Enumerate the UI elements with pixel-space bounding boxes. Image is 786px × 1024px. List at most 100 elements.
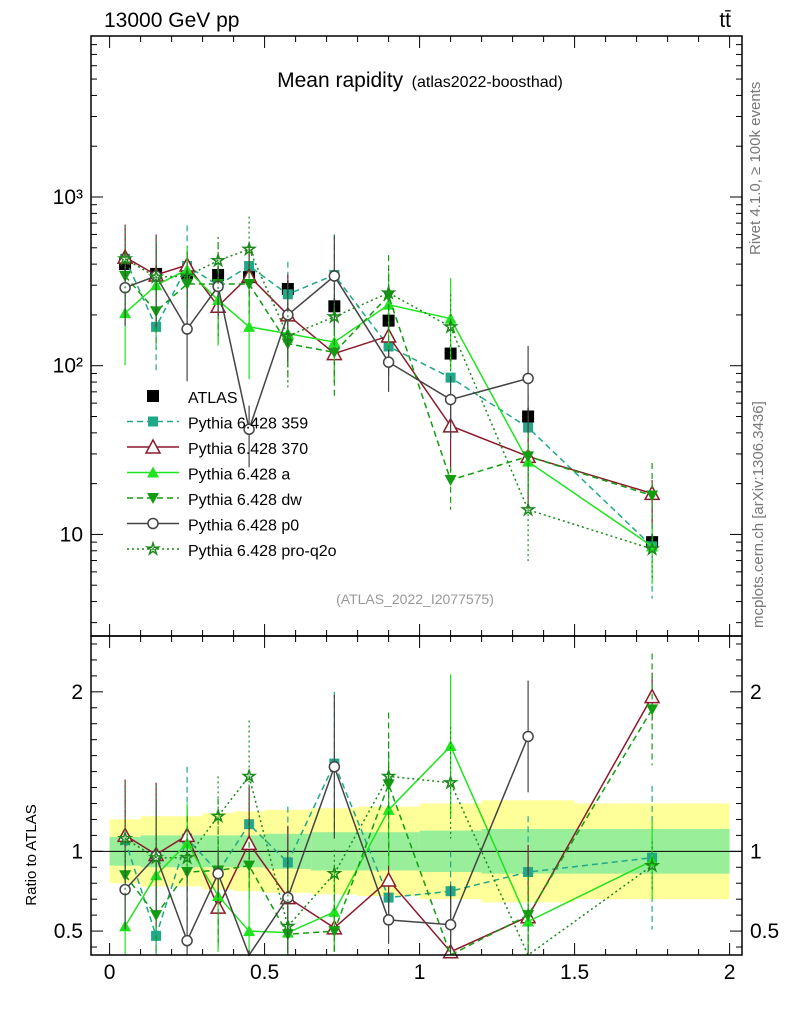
data-point — [148, 268, 165, 285]
header-right: tt̄ — [719, 9, 731, 32]
legend-label: Pythia 6.428 359 — [188, 416, 308, 433]
legend-marker — [147, 390, 159, 402]
watermark: (ATLAS_2022_I2077575) — [336, 591, 494, 607]
legend-entry: ATLAS — [147, 390, 238, 407]
mcplots-label: mcplots.cern.ch [arXiv:1306.3436] — [750, 401, 767, 628]
main-panel: 10 10² 10³ — [53, 35, 742, 624]
ratio-frame — [90, 635, 743, 956]
data-point — [241, 240, 258, 257]
chart-subtitle: (atlas2022-boosthad) — [412, 74, 563, 91]
data-point — [212, 280, 224, 293]
legend-entry: Pythia 6.428 pro-q2o — [127, 540, 337, 560]
y-tick-label: 10³ — [53, 186, 83, 209]
data-point — [382, 356, 395, 368]
data-point — [328, 270, 341, 282]
data-point — [243, 279, 256, 291]
data-point — [522, 372, 534, 385]
data-point — [243, 423, 255, 436]
ratio-point — [442, 774, 459, 790]
rivet-label: Rivet 4.1.0, ≥ 100k events — [747, 82, 764, 255]
data-point — [117, 250, 134, 266]
ratio-tick-label: 1 — [71, 840, 83, 863]
ratio-point — [181, 837, 194, 849]
ratio-tick-label: 0.5 — [54, 920, 83, 943]
series-line — [124, 274, 529, 433]
legend-label: Pythia 6.428 pro-q2o — [188, 543, 337, 560]
ratio-point — [210, 807, 227, 824]
chart-title-main: Mean rapidity — [277, 69, 404, 92]
data-point — [179, 267, 196, 283]
series-pythia-6-428-pro-q2o — [117, 216, 661, 957]
header-left: 13000 GeV pp — [104, 9, 239, 32]
ratio-point — [380, 871, 397, 887]
data-point — [644, 540, 661, 556]
ratio-point — [328, 905, 341, 917]
data-point — [380, 284, 397, 300]
data-point — [328, 347, 341, 359]
data-point — [444, 475, 457, 487]
ratio-point — [282, 891, 294, 904]
ratio-point — [328, 926, 341, 938]
ratio-point — [243, 925, 256, 937]
y-tick-label: 10² — [53, 355, 83, 378]
ratio-point — [241, 767, 258, 784]
ratio-point — [243, 860, 256, 872]
ratio-panel: 0.5 0.5 1 1 2 2 0 0.5 1 1.5 2 — [54, 36, 779, 984]
data-point — [210, 252, 227, 268]
legend-label: Pythia 6.428 p0 — [188, 518, 299, 535]
data-point — [646, 490, 659, 502]
legend: ATLAS Pythia 6.428 359 Pythia 6.428 370 Pyt… — [127, 390, 337, 560]
ratio-point — [382, 914, 395, 926]
ratio-point — [380, 767, 397, 784]
ratio-point — [181, 934, 193, 947]
data-point — [444, 312, 457, 324]
data-point — [243, 320, 256, 332]
ratio-point — [179, 849, 196, 865]
legend-marker — [147, 517, 159, 530]
frames — [90, 35, 743, 956]
ratio-point — [326, 865, 343, 881]
ratio-tick-label-right: 2 — [750, 681, 762, 704]
legend-entry: Pythia 6.428 p0 — [127, 518, 299, 535]
data-point — [442, 318, 459, 334]
ratio-line — [124, 736, 529, 957]
legend-entry: Pythia 6.428 a — [127, 466, 290, 484]
ratio-point — [382, 803, 395, 815]
ratio-point — [444, 918, 457, 931]
x-tick-label: 0.5 — [250, 961, 279, 984]
x-tick-label: 2 — [724, 961, 736, 984]
x-tick-label: 0 — [104, 961, 116, 984]
ratio-line — [124, 774, 653, 957]
series-line — [124, 248, 653, 550]
ratio-point — [279, 917, 296, 934]
uncertainty-bands — [91, 800, 742, 903]
ratio-line — [124, 761, 653, 939]
ratio-point — [328, 761, 341, 773]
data-point — [520, 501, 537, 517]
data-point — [522, 451, 535, 463]
data-point — [279, 327, 296, 343]
legend-label: ATLAS — [188, 390, 238, 407]
ratio-ylabel: Ratio to ATLAS — [23, 804, 40, 905]
ratio-tick-label: 2 — [71, 681, 83, 704]
legend-label: Pythia 6.428 dw — [188, 492, 302, 509]
legend-marker — [148, 416, 158, 427]
legend-entry: Pythia 6.428 370 — [127, 438, 308, 458]
ratio-point — [148, 849, 165, 865]
legend-entry: Pythia 6.428 359 — [127, 416, 308, 433]
ratio-point — [212, 867, 224, 880]
chart-title: Mean rapidity (atlas2022-boosthad) — [277, 69, 563, 92]
y-tick-label: 10 — [60, 523, 83, 546]
data-point — [382, 298, 395, 310]
series-layer — [116, 216, 661, 959]
ratio-point — [382, 779, 395, 791]
legend-label: Pythia 6.428 370 — [188, 441, 308, 458]
x-tick-label: 1 — [414, 961, 426, 984]
legend-marker — [144, 540, 162, 556]
data-point — [444, 393, 457, 406]
ratio-tick-label-right: 0.5 — [750, 920, 779, 943]
legend-entry: Pythia 6.428 dw — [127, 492, 302, 509]
data-point — [326, 308, 343, 324]
ratio-point — [444, 740, 457, 752]
